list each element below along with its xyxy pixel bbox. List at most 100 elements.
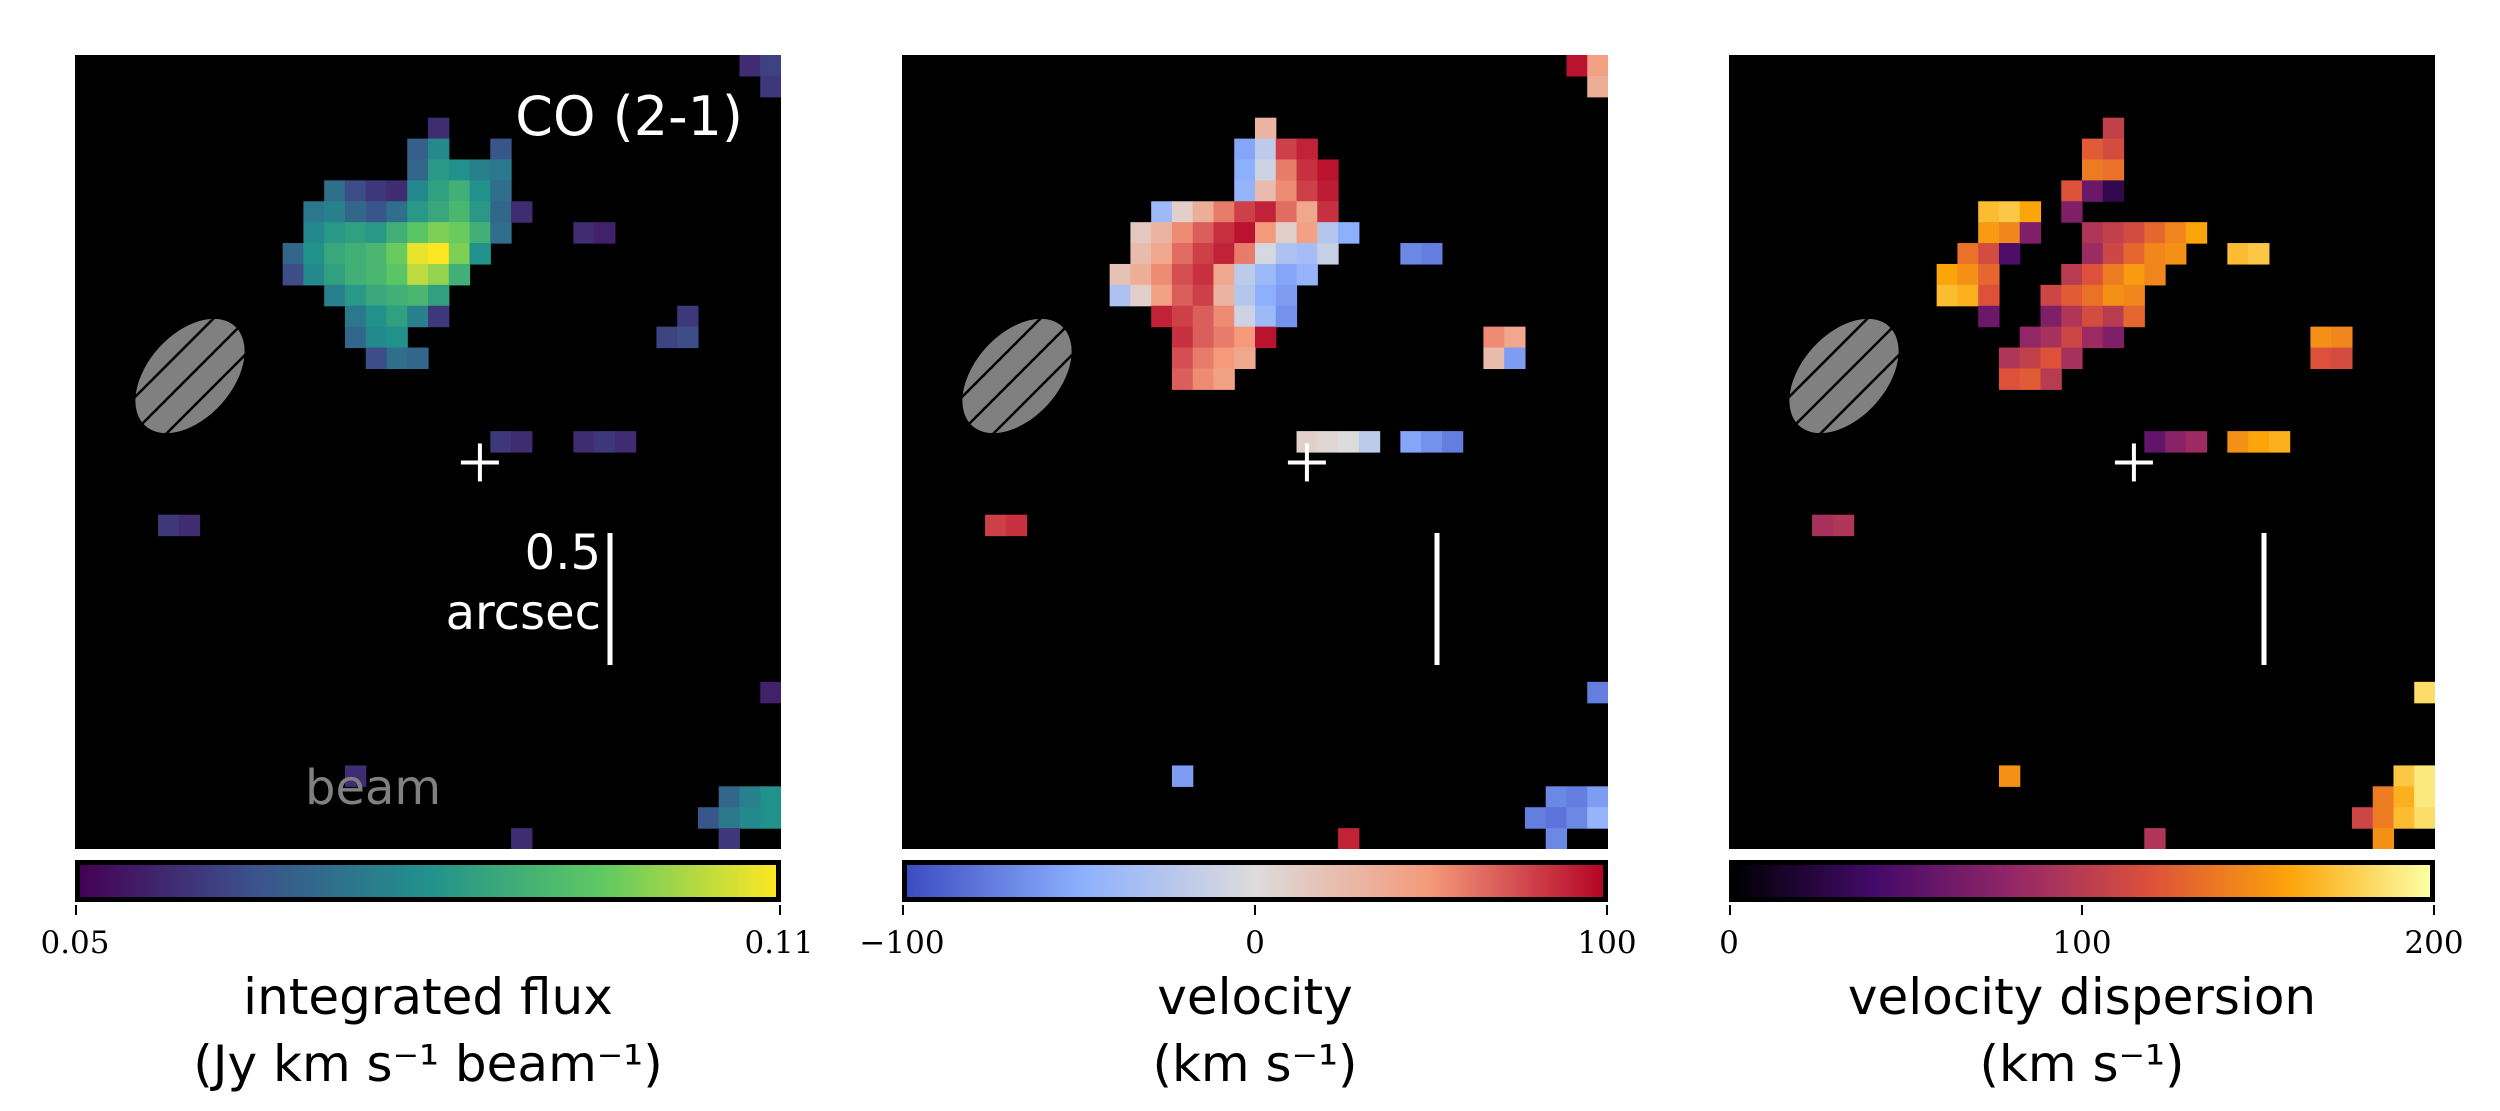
flux-pixel (386, 284, 408, 307)
dispersion-pixel (2040, 305, 2062, 328)
dispersion-pixel (1936, 263, 1959, 286)
flux-pixel (365, 347, 388, 370)
dispersion-pixel (1998, 368, 2021, 390)
flux-pixel (365, 180, 388, 202)
flux-pixel (344, 243, 367, 265)
flux-pixel (490, 138, 512, 161)
velocity-pixel (1421, 243, 1443, 265)
velocity-pixel (1171, 347, 1194, 370)
velocity-pixel (1296, 243, 1318, 265)
velocity-pixel (1213, 201, 1235, 223)
velocity-pixel (1441, 431, 1464, 453)
velocity-pixel (1234, 263, 1256, 286)
flux-pixel (677, 326, 699, 349)
dispersion-pixel (2019, 222, 2042, 244)
dispersion-colorbar-label: velocity dispersion (1847, 968, 2317, 1026)
velocity-pixel (1296, 263, 1318, 286)
velocity-pixel (1338, 222, 1360, 244)
velocity-pixel (1587, 786, 1608, 808)
flux-pixel (718, 786, 741, 808)
flux-pixel (428, 138, 450, 161)
flux-pixel (469, 180, 491, 202)
flux-pixel (428, 117, 450, 140)
dispersion-tick-min: 0 (1719, 925, 1739, 961)
velocity-pixel (1524, 807, 1547, 829)
dispersion-pixel (2144, 431, 2166, 453)
dispersion-pixel (2248, 243, 2270, 265)
dispersion-pixel (2372, 807, 2395, 829)
flux-pixel (448, 159, 471, 181)
velocity-pixel (1234, 305, 1256, 328)
velocity-pixel (1566, 55, 1588, 77)
scalebar-value: 0.5 (524, 525, 601, 581)
velocity-pixel (1213, 263, 1235, 286)
dispersion-pixel (2123, 243, 2145, 265)
velocity-pixel (1255, 284, 1277, 307)
velocity-pixel (1171, 284, 1194, 307)
panel-velocity-dispersion: 0 100 200 velocity dispersion (km s⁻¹) (1719, 0, 2464, 1111)
dispersion-pixel (2414, 681, 2435, 704)
flux-pixel (573, 222, 595, 244)
flux-pixel (448, 222, 471, 244)
flux-pixel (386, 347, 408, 370)
velocity-pixel (1275, 243, 1298, 265)
flux-pixel (490, 159, 512, 181)
dispersion-pixel (2123, 222, 2145, 244)
velocity-tick-min: −100 (859, 925, 945, 961)
flux-pixel (386, 263, 408, 286)
flux-pixel (324, 180, 346, 202)
flux-tick-min: 0.05 (40, 925, 110, 961)
flux-pixel (511, 431, 533, 453)
dispersion-pixel (2372, 786, 2395, 808)
flux-pixel (448, 201, 471, 223)
velocity-pixel (1255, 263, 1277, 286)
velocity-tick-max: 100 (1577, 925, 1637, 961)
velocity-pixel (1275, 138, 1298, 161)
flux-pixel (573, 431, 595, 453)
velocity-pixel (1358, 431, 1381, 453)
dispersion-pixel (2248, 431, 2270, 453)
velocity-pixel (1151, 201, 1173, 223)
velocity-pixel (1171, 368, 1194, 390)
dispersion-map-svg (1766, 117, 2435, 849)
flux-pixel (511, 201, 533, 223)
flux-pixel (428, 305, 450, 328)
dispersion-pixel (1978, 284, 2000, 307)
flux-pixel (407, 138, 429, 161)
line-label: CO (2-1) (515, 85, 743, 148)
dispersion-pixel (2102, 117, 2125, 140)
flux-pixel (344, 765, 367, 787)
dispersion-pixel (2102, 326, 2125, 349)
velocity-pixel (1192, 243, 1215, 265)
flux-pixel (324, 284, 346, 307)
flux-pixel (407, 201, 429, 223)
velocity-pixel (1151, 284, 1173, 307)
flux-pixel (407, 222, 429, 244)
dispersion-pixel (2061, 263, 2083, 286)
velocity-colorbar-label: velocity (1157, 968, 1353, 1026)
velocity-pixel (1275, 305, 1298, 328)
flux-pixel (511, 828, 533, 849)
velocity-pixel (1171, 305, 1194, 328)
dispersion-pixel (2185, 431, 2208, 453)
dispersion-pixel (2331, 347, 2353, 370)
dispersion-pixel (1957, 263, 1979, 286)
flux-colorbar-gradient (80, 865, 776, 897)
dispersion-pixel (2102, 263, 2125, 286)
velocity-pixel (1255, 222, 1277, 244)
dispersion-colorbar-unit: (km s⁻¹) (1979, 1035, 2185, 1093)
velocity-pixel (1213, 326, 1235, 349)
dispersion-pixel (2165, 431, 2187, 453)
flux-pixel (365, 284, 388, 307)
velocity-pixel (1400, 243, 1422, 265)
velocity-pixel (1317, 201, 1339, 223)
velocity-pixel (1130, 243, 1152, 265)
velocity-pixel (1192, 201, 1215, 223)
flux-pixel (614, 431, 637, 453)
velocity-pixel (1317, 431, 1339, 453)
flux-pixel (490, 201, 512, 223)
dispersion-pixel (2102, 243, 2125, 265)
velocity-pixel (1151, 305, 1173, 328)
dispersion-pixel (2082, 159, 2104, 181)
dispersion-pixel (1978, 201, 2000, 223)
